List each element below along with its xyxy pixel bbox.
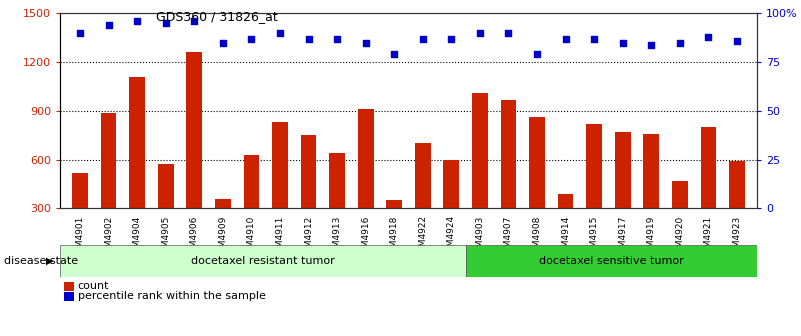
- Bar: [729, 161, 745, 257]
- Point: [216, 40, 229, 45]
- Bar: [329, 153, 345, 257]
- Text: GSM4922: GSM4922: [418, 215, 427, 258]
- Bar: [158, 164, 174, 257]
- Point: [674, 40, 686, 45]
- Text: GSM4903: GSM4903: [476, 215, 485, 259]
- Text: GSM4901: GSM4901: [75, 215, 85, 259]
- Text: GSM4902: GSM4902: [104, 215, 113, 258]
- Text: GSM4920: GSM4920: [675, 215, 684, 258]
- Text: GSM4910: GSM4910: [247, 215, 256, 259]
- Point: [388, 52, 400, 57]
- Bar: [60, 245, 465, 277]
- Text: GDS360 / 31826_at: GDS360 / 31826_at: [156, 10, 278, 23]
- Point: [131, 18, 143, 24]
- Point: [274, 30, 287, 36]
- Bar: [444, 160, 459, 257]
- Text: GSM4907: GSM4907: [504, 215, 513, 259]
- Text: docetaxel resistant tumor: docetaxel resistant tumor: [191, 256, 335, 266]
- Bar: [129, 77, 145, 257]
- Bar: [557, 194, 574, 257]
- Bar: [643, 134, 659, 257]
- Bar: [615, 132, 630, 257]
- Bar: [215, 199, 231, 257]
- Point: [188, 18, 201, 24]
- Bar: [501, 99, 517, 257]
- Text: GSM4917: GSM4917: [618, 215, 627, 259]
- Bar: [300, 135, 316, 257]
- Text: disease state: disease state: [4, 256, 78, 266]
- Point: [559, 36, 572, 41]
- Bar: [244, 155, 260, 257]
- Text: GSM4919: GSM4919: [646, 215, 656, 259]
- Text: GSM4924: GSM4924: [447, 215, 456, 258]
- Text: docetaxel sensitive tumor: docetaxel sensitive tumor: [539, 256, 684, 266]
- Bar: [72, 173, 88, 257]
- Text: GSM4916: GSM4916: [361, 215, 370, 259]
- Bar: [529, 117, 545, 257]
- Point: [445, 36, 457, 41]
- Bar: [386, 200, 402, 257]
- Bar: [701, 127, 716, 257]
- Text: GSM4909: GSM4909: [219, 215, 227, 259]
- Point: [360, 40, 372, 45]
- Text: GSM4904: GSM4904: [133, 215, 142, 258]
- Text: GSM4912: GSM4912: [304, 215, 313, 258]
- Point: [731, 38, 743, 43]
- Bar: [358, 109, 373, 257]
- Text: GSM4923: GSM4923: [732, 215, 742, 258]
- Text: ▶: ▶: [46, 256, 54, 266]
- Point: [302, 36, 315, 41]
- Bar: [472, 93, 488, 257]
- Point: [245, 36, 258, 41]
- Point: [616, 40, 629, 45]
- Text: GSM4913: GSM4913: [332, 215, 341, 259]
- Text: GSM4918: GSM4918: [390, 215, 399, 259]
- Point: [702, 34, 714, 40]
- Point: [473, 30, 486, 36]
- Bar: [187, 52, 202, 257]
- Text: GSM4914: GSM4914: [561, 215, 570, 258]
- Point: [159, 20, 172, 26]
- Text: GSM4905: GSM4905: [161, 215, 171, 259]
- Point: [417, 36, 429, 41]
- Text: GSM4915: GSM4915: [590, 215, 598, 259]
- Bar: [672, 181, 688, 257]
- Text: GSM4908: GSM4908: [533, 215, 541, 259]
- Point: [588, 36, 601, 41]
- Bar: [586, 124, 602, 257]
- Text: GSM4921: GSM4921: [704, 215, 713, 258]
- Point: [331, 36, 344, 41]
- Point: [103, 23, 115, 28]
- Point: [645, 42, 658, 47]
- Point: [502, 30, 515, 36]
- Bar: [415, 143, 431, 257]
- Bar: [272, 122, 288, 257]
- Bar: [465, 245, 757, 277]
- Point: [530, 52, 543, 57]
- Text: count: count: [78, 281, 109, 291]
- Text: percentile rank within the sample: percentile rank within the sample: [78, 291, 266, 301]
- Text: GSM4906: GSM4906: [190, 215, 199, 259]
- Bar: [101, 113, 116, 257]
- Point: [74, 30, 87, 36]
- Text: GSM4911: GSM4911: [276, 215, 284, 259]
